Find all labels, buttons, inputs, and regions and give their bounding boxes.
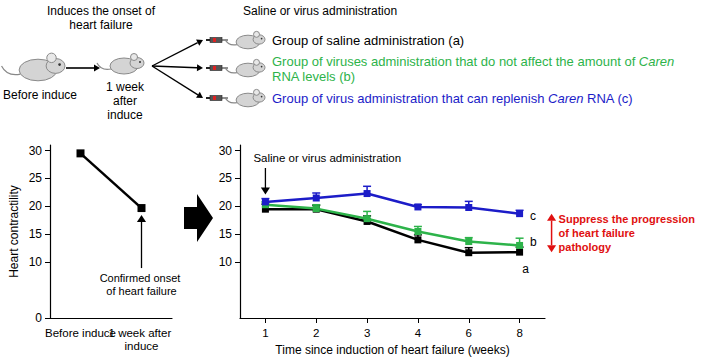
svg-text:2: 2 bbox=[313, 327, 319, 339]
svg-text:20: 20 bbox=[219, 199, 233, 213]
svg-text:3: 3 bbox=[364, 327, 370, 339]
svg-text:10: 10 bbox=[29, 255, 43, 269]
svg-text:c: c bbox=[530, 209, 536, 223]
svg-text:1: 1 bbox=[262, 327, 268, 339]
svg-text:b: b bbox=[530, 235, 537, 249]
svg-text:6: 6 bbox=[466, 327, 472, 339]
svg-text:4: 4 bbox=[415, 327, 422, 339]
svg-text:Suppress the progression: Suppress the progression bbox=[559, 213, 698, 225]
html-text:Saline or virus administration: Saline or virus administration bbox=[243, 4, 398, 18]
svg-text:Time since induction of heart: Time since induction of heart failure (w… bbox=[275, 343, 509, 357]
svg-text:10: 10 bbox=[219, 255, 233, 269]
svg-text:30: 30 bbox=[29, 144, 43, 158]
svg-text:pathology: pathology bbox=[559, 241, 612, 253]
svg-text:8: 8 bbox=[516, 327, 522, 339]
svg-text:Before induce: Before induce bbox=[45, 327, 116, 339]
svg-text:of heart failure: of heart failure bbox=[106, 285, 176, 297]
html-text:Group of virus administration: Group of virus administration that can r… bbox=[272, 91, 633, 106]
html-text:Group of saline administration: Group of saline administration (a) bbox=[272, 33, 465, 48]
svg-text:1 week after: 1 week after bbox=[109, 327, 175, 339]
svg-text:Heart contractility: Heart contractility bbox=[7, 185, 21, 278]
html-text:RNA levels (b): RNA levels (b) bbox=[272, 69, 356, 84]
svg-text:25: 25 bbox=[219, 171, 233, 185]
svg-text:Saline or virus administration: Saline or virus administration bbox=[253, 152, 401, 164]
svg-text:30: 30 bbox=[219, 144, 233, 158]
svg-text:a: a bbox=[522, 262, 529, 276]
html-text:Before induce: Before induce bbox=[3, 88, 77, 102]
html-text:Induces the onset of heart fai: Induces the onset of heart failure bbox=[47, 4, 155, 32]
svg-text:15: 15 bbox=[219, 227, 233, 241]
svg-text:Confirmed onset: Confirmed onset bbox=[100, 272, 184, 284]
html-text:Group of viruses administratio: Group of viruses administration that do … bbox=[272, 54, 675, 69]
html-text:1 week after induce: 1 week after induce bbox=[106, 80, 144, 122]
svg-text:25: 25 bbox=[29, 171, 43, 185]
svg-text:0: 0 bbox=[35, 311, 42, 325]
svg-text:20: 20 bbox=[29, 199, 43, 213]
svg-text:of heart failure: of heart failure bbox=[559, 227, 638, 239]
svg-text:15: 15 bbox=[29, 227, 43, 241]
svg-text:induce: induce bbox=[125, 340, 159, 352]
